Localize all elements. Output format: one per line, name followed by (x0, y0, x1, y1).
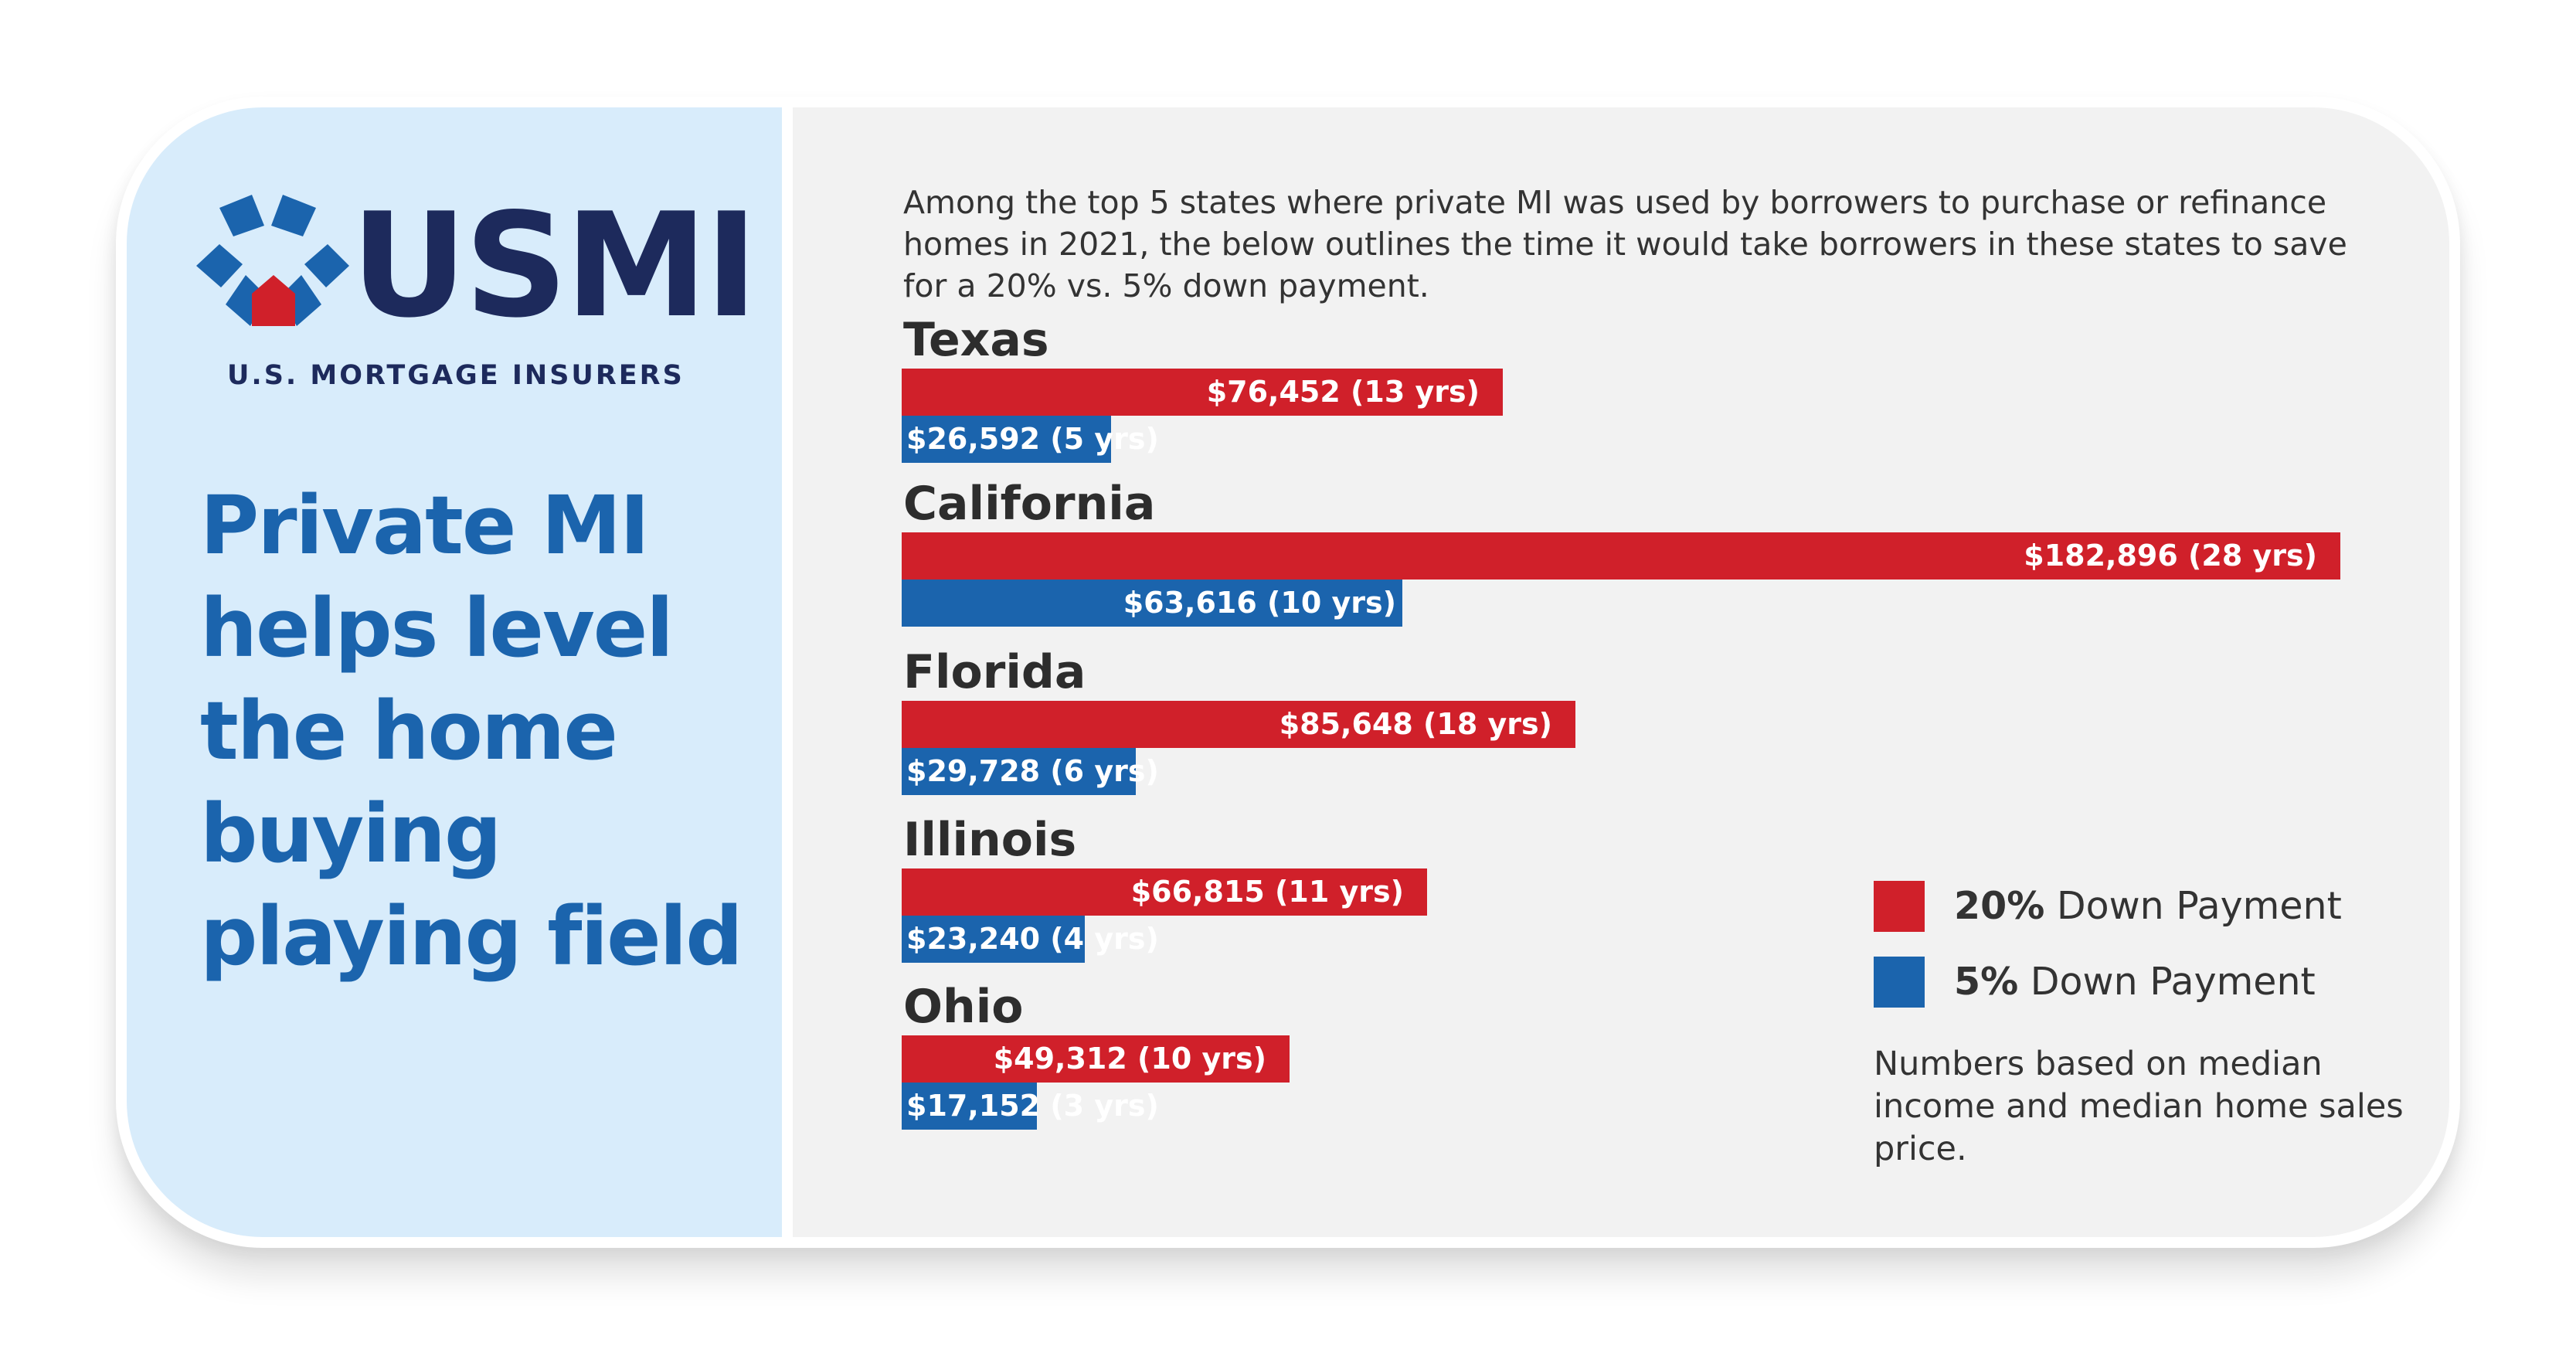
bar-value-label: $17,152 (3 yrs) (906, 1089, 1159, 1123)
bar-value-label: $182,896 (28 yrs) (2024, 539, 2317, 573)
bar-5pct: $17,152 (3 yrs) (902, 1083, 1159, 1130)
logo-tagline: U.S. MORTGAGE INSURERS (227, 360, 685, 391)
bar-5pct: $26,592 (5 yrs) (902, 416, 1159, 463)
state-label: California (903, 477, 1156, 531)
legend-label: 20% Down Payment (1954, 884, 2342, 928)
state-label: Ohio (903, 980, 1024, 1034)
state-label: Illinois (903, 813, 1077, 867)
bar-value-label: $63,616 (10 yrs) (1123, 586, 1396, 620)
infographic-card: USMI U.S. MORTGAGE INSURERS Private MI h… (116, 97, 2460, 1248)
intro-text: Among the top 5 states where private MI … (903, 184, 2347, 304)
logo-wordmark: USMI (351, 182, 758, 349)
bar-5pct: $63,616 (10 yrs) (902, 580, 1402, 627)
bar-5pct: $23,240 (4 yrs) (902, 916, 1159, 963)
bar-20pct: $76,452 (13 yrs) (902, 369, 1503, 416)
headline: Private MI helps level the home buying p… (200, 478, 743, 984)
bar-20pct: $85,648 (18 yrs) (902, 701, 1575, 748)
bar-value-label: $85,648 (18 yrs) (1279, 707, 1552, 741)
bar-5pct: $29,728 (6 yrs) (902, 748, 1159, 795)
bar-value-label: $66,815 (11 yrs) (1130, 875, 1404, 909)
legend-swatch-red (1874, 881, 1925, 932)
bar-value-label: $26,592 (5 yrs) (906, 422, 1159, 456)
bar-value-label: $23,240 (4 yrs) (906, 922, 1159, 956)
footnote: Numbers based on median income and media… (1874, 1045, 2404, 1168)
legend-swatch-blue (1874, 957, 1925, 1008)
bar-20pct: $49,312 (10 yrs) (902, 1035, 1290, 1083)
bar-value-label: $76,452 (13 yrs) (1206, 375, 1480, 409)
bar-value-label: $29,728 (6 yrs) (906, 754, 1159, 788)
state-label: Texas (903, 313, 1049, 367)
state-label: Florida (903, 645, 1086, 699)
bar-value-label: $49,312 (10 yrs) (993, 1042, 1266, 1076)
bar-20pct: $182,896 (28 yrs) (902, 532, 2340, 580)
star-house-icon (196, 195, 349, 326)
brand-panel: USMI U.S. MORTGAGE INSURERS Private MI h… (127, 107, 782, 1237)
legend-label: 5% Down Payment (1954, 960, 2316, 1004)
bar-20pct: $66,815 (11 yrs) (902, 868, 1427, 916)
